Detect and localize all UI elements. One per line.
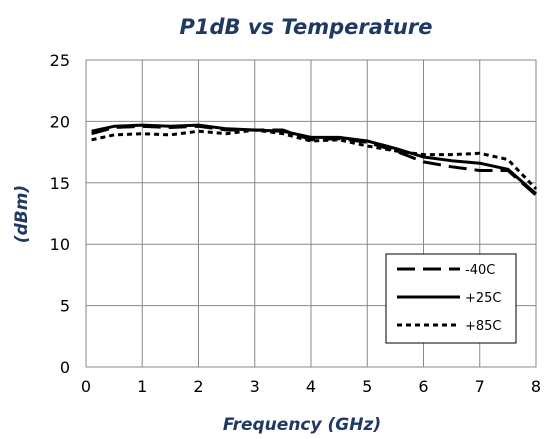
legend-label: +85C	[465, 319, 502, 334]
x-tick-label: 8	[531, 377, 541, 396]
grid	[85, 59, 537, 368]
legend-label: +25C	[465, 291, 502, 306]
series-line	[91, 123, 537, 196]
x-tick-label: 3	[250, 377, 260, 396]
chart-title: P1dB vs Temperature	[180, 15, 433, 39]
series-line	[91, 124, 537, 197]
y-tick-label: 0	[60, 358, 70, 377]
y-tick-label: 5	[60, 297, 70, 316]
x-tick-labels: 0 1 2 3 4 5 6 7 8	[81, 377, 541, 396]
series-line	[91, 128, 538, 190]
legend: -40C +25C +85C	[385, 253, 517, 344]
y-tick-label: 10	[50, 235, 70, 254]
y-tick-label: 20	[50, 112, 70, 131]
x-tick-label: 0	[81, 377, 91, 396]
x-tick-label: 2	[193, 377, 203, 396]
x-tick-label: 4	[306, 377, 316, 396]
y-tick-label: 25	[50, 51, 70, 70]
plot-frame	[85, 59, 537, 368]
x-axis-label: Frequency (GHz)	[223, 415, 381, 435]
y-axis-label: (dBm)	[12, 185, 32, 243]
x-tick-label: 1	[137, 377, 147, 396]
y-tick-label: 15	[50, 174, 70, 193]
x-tick-label: 7	[475, 377, 485, 396]
legend-label: -40C	[465, 263, 495, 278]
y-tick-labels: 0 5 10 15 20 25	[50, 51, 70, 377]
x-tick-label: 5	[362, 377, 372, 396]
series-lines	[91, 123, 538, 197]
x-tick-label: 6	[418, 377, 428, 396]
